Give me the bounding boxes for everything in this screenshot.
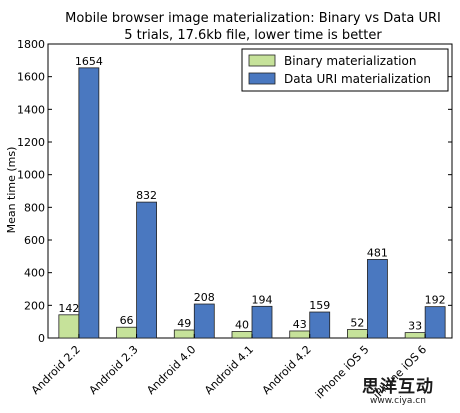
bar-binary bbox=[116, 326, 137, 339]
bar-data-uri bbox=[251, 305, 273, 339]
y-tick-label: 1600 bbox=[17, 71, 45, 84]
x-tick-label: Android 4.0 bbox=[144, 343, 198, 397]
bar-data-uri bbox=[367, 259, 388, 339]
y-tick-label: 0 bbox=[38, 332, 45, 345]
y-tick-label: 1800 bbox=[17, 38, 45, 51]
legend-label: Data URI materialization bbox=[284, 72, 431, 86]
data-label: 40 bbox=[235, 318, 249, 331]
y-tick-label: 800 bbox=[24, 201, 45, 214]
data-label: 52 bbox=[350, 317, 364, 330]
data-label: 66 bbox=[120, 314, 134, 327]
chart-title: Mobile browser image materialization: Bi… bbox=[65, 11, 441, 26]
y-tick-label: 200 bbox=[24, 299, 45, 312]
data-label: 142 bbox=[58, 302, 79, 315]
legend-swatch bbox=[248, 72, 276, 85]
x-tick-label: Android 4.1 bbox=[202, 343, 256, 397]
watermark: 思洋互动 www.ciya.cn bbox=[338, 372, 458, 406]
data-label: 33 bbox=[408, 320, 422, 333]
data-label: 192 bbox=[425, 294, 446, 307]
bar-data-uri bbox=[193, 303, 215, 339]
data-label: 481 bbox=[367, 246, 388, 259]
data-label: 208 bbox=[194, 291, 215, 304]
y-axis-label: Mean time (ms) bbox=[5, 147, 18, 234]
bar-data-uri bbox=[309, 311, 331, 339]
data-label: 194 bbox=[252, 293, 273, 306]
bar-binary bbox=[58, 314, 80, 339]
data-label: 832 bbox=[136, 189, 157, 202]
bar-binary bbox=[173, 329, 195, 339]
legend-label: Binary materialization bbox=[284, 54, 416, 68]
x-tick-label: Android 2.3 bbox=[87, 343, 141, 397]
chart-subtitle: 5 trials, 17.6kb file, lower time is bet… bbox=[124, 28, 382, 43]
watermark-url: www.ciya.cn bbox=[370, 396, 426, 406]
data-label: 1654 bbox=[75, 55, 103, 68]
legend-box bbox=[241, 48, 449, 92]
bar-binary bbox=[289, 330, 311, 339]
data-label: 49 bbox=[177, 317, 191, 330]
y-tick-label: 1200 bbox=[17, 136, 45, 149]
data-label: 43 bbox=[293, 318, 307, 331]
bar-data-uri bbox=[424, 306, 446, 339]
legend-swatch bbox=[248, 54, 276, 67]
y-tick-label: 400 bbox=[24, 267, 45, 280]
x-tick-label: Android 2.2 bbox=[29, 343, 83, 397]
bar-binary bbox=[404, 332, 426, 339]
y-tick-label: 600 bbox=[24, 234, 45, 247]
bar-binary bbox=[347, 329, 368, 339]
bar-binary bbox=[231, 331, 253, 339]
data-label: 159 bbox=[309, 299, 330, 312]
x-tick-label: Android 4.2 bbox=[260, 343, 314, 397]
bar-data-uri bbox=[78, 67, 100, 339]
y-tick-label: 1000 bbox=[17, 169, 45, 182]
watermark-text: 思洋互动 bbox=[362, 377, 434, 397]
bar-data-uri bbox=[136, 201, 157, 339]
y-tick-label: 1400 bbox=[17, 103, 45, 116]
